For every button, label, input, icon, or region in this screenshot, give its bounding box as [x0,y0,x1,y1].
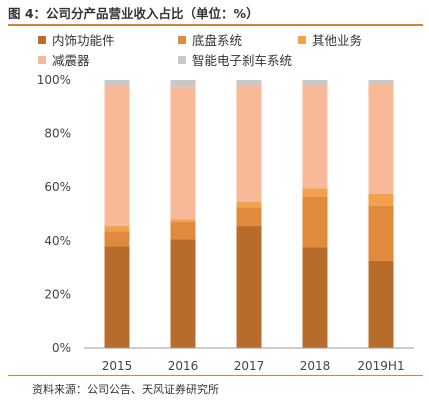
bar-segment [236,201,262,208]
legend: 内饰功能件 底盘系统 其他业务 减震器 智能电子刹车系统 [38,30,418,70]
x-tick-label: 2016 [168,359,199,373]
bar-segment [368,80,394,85]
x-tick-label: 2018 [300,359,331,373]
bar-segment [236,80,262,86]
x-tick-label: 2019H1 [357,359,404,373]
y-tick-label: 100% [37,73,71,87]
bars [104,80,394,348]
bar-segment [302,188,328,197]
bar-segment [302,196,328,248]
bar-segment [302,247,328,348]
bar-segment [236,207,262,227]
y-tick-label: 0% [52,341,71,355]
bar-segment [236,226,262,348]
bar-segment [170,222,196,240]
bottom-rule [8,375,423,376]
bar-segment [104,226,130,232]
legend-item-chassis: 底盘系统 [178,30,242,49]
x-tick-label: 2015 [102,359,133,373]
source-note: 资料来源：公司公告、天风证券研究所 [32,383,219,396]
bar-segment [302,80,328,86]
figure-title: 图 4：公司分产品营业收入占比（单位：%） [8,6,259,21]
bar-segment [170,219,196,223]
legend-swatch [38,35,46,44]
bar-segment [104,85,130,227]
legend-label: 智能电子刹车系统 [192,53,293,68]
bar-segment [368,193,394,206]
x-axis: 2015 2016 2017 2018 2019H1 [102,359,405,373]
legend-item-other: 其他业务 [298,30,362,49]
legend-swatch [298,35,306,44]
bar-segment [368,205,394,261]
bar-segment [104,231,130,247]
bar-segment [302,85,328,189]
y-tick-label: 20% [44,287,71,301]
bar-segment [368,84,394,194]
bar-segment [104,80,130,86]
legend-item-interior: 内饰功能件 [38,30,115,49]
bar-segment [236,85,262,202]
legend-label: 其他业务 [312,33,363,48]
legend-swatch [178,35,186,44]
legend-item-brake: 智能电子刹车系统 [178,50,292,69]
legend-item-shock-absorber: 减震器 [38,50,90,69]
x-tick-label: 2017 [234,359,265,373]
y-axis: 0% 20% 40% 60% 80% 100% [37,73,71,355]
bar-segment [368,260,394,348]
top-rule [8,24,423,26]
bar-segment [104,246,130,348]
bar-segment [170,86,196,220]
legend-label: 底盘系统 [192,33,243,48]
legend-swatch [38,55,46,64]
y-tick-label: 60% [44,180,71,194]
legend-label: 内饰功能件 [52,33,115,48]
bar-segment [170,80,196,87]
y-tick-label: 40% [44,234,71,248]
legend-label: 减震器 [52,53,90,68]
y-tick-label: 80% [44,127,71,141]
legend-swatch [178,55,186,64]
bar-segment [170,239,196,348]
